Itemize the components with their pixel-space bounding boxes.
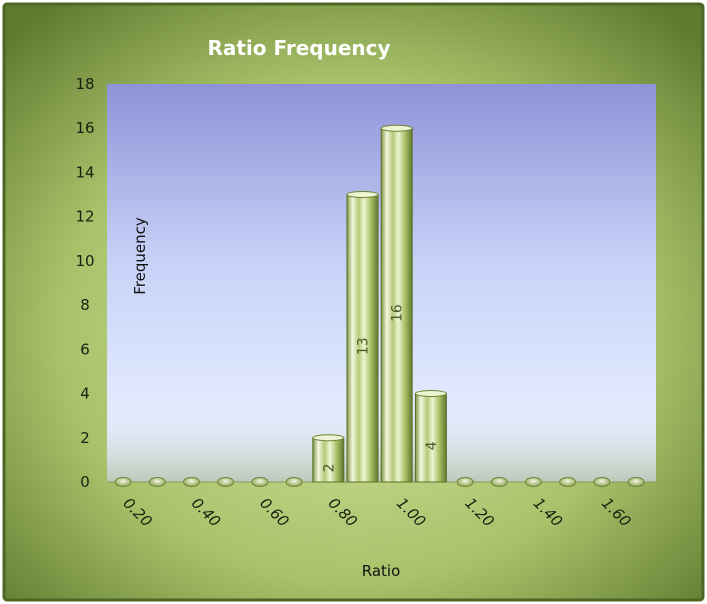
y-tick-label: 12: [75, 208, 94, 226]
zero-bar-disc: [217, 477, 235, 487]
y-tick-label: 10: [75, 252, 94, 270]
bar: [346, 194, 379, 483]
bar-cap: [414, 390, 447, 398]
y-tick-label: 18: [75, 75, 94, 93]
bar-data-label: 2: [321, 463, 337, 472]
zero-bar-disc: [490, 477, 508, 487]
y-axis-label: Frequency: [131, 217, 149, 295]
y-tick-label: 2: [80, 429, 90, 447]
zero-bar-disc: [559, 477, 577, 487]
bar-data-label: 13: [356, 337, 372, 355]
zero-bar-disc: [593, 477, 611, 487]
y-tick-label: 16: [75, 119, 94, 137]
zero-bar-disc: [627, 477, 645, 487]
y-axis-ticks: 0 2 4 6 8 10 12 14 16 18: [75, 75, 94, 491]
bar-data-label: 16: [390, 304, 406, 322]
bar-cap: [346, 191, 379, 199]
y-tick-label: 4: [80, 385, 90, 403]
zero-bar-disc: [148, 477, 166, 487]
bar-cap: [380, 124, 413, 132]
bar: [380, 127, 413, 483]
y-tick-label: 6: [80, 340, 90, 358]
y-tick-label: 8: [80, 296, 90, 314]
zero-bar-disc: [114, 477, 132, 487]
bar-data-label: 4: [424, 441, 440, 450]
zero-bar-disc: [456, 477, 474, 487]
bar: [414, 393, 447, 483]
bar-labels-group: 2 13 16 4: [321, 304, 440, 472]
y-tick-label: 0: [80, 473, 90, 491]
chart-title: Ratio Frequency: [207, 36, 390, 60]
x-axis-label: Ratio: [362, 562, 401, 580]
zero-bar-disc: [183, 477, 200, 487]
zero-bar-disc: [285, 477, 303, 487]
zero-bar-disc: [251, 477, 269, 487]
y-tick-label: 14: [75, 163, 94, 181]
bars-group: [114, 124, 645, 487]
bar-cap: [312, 434, 345, 442]
zero-bar-disc: [525, 477, 542, 487]
bar: [312, 437, 345, 483]
